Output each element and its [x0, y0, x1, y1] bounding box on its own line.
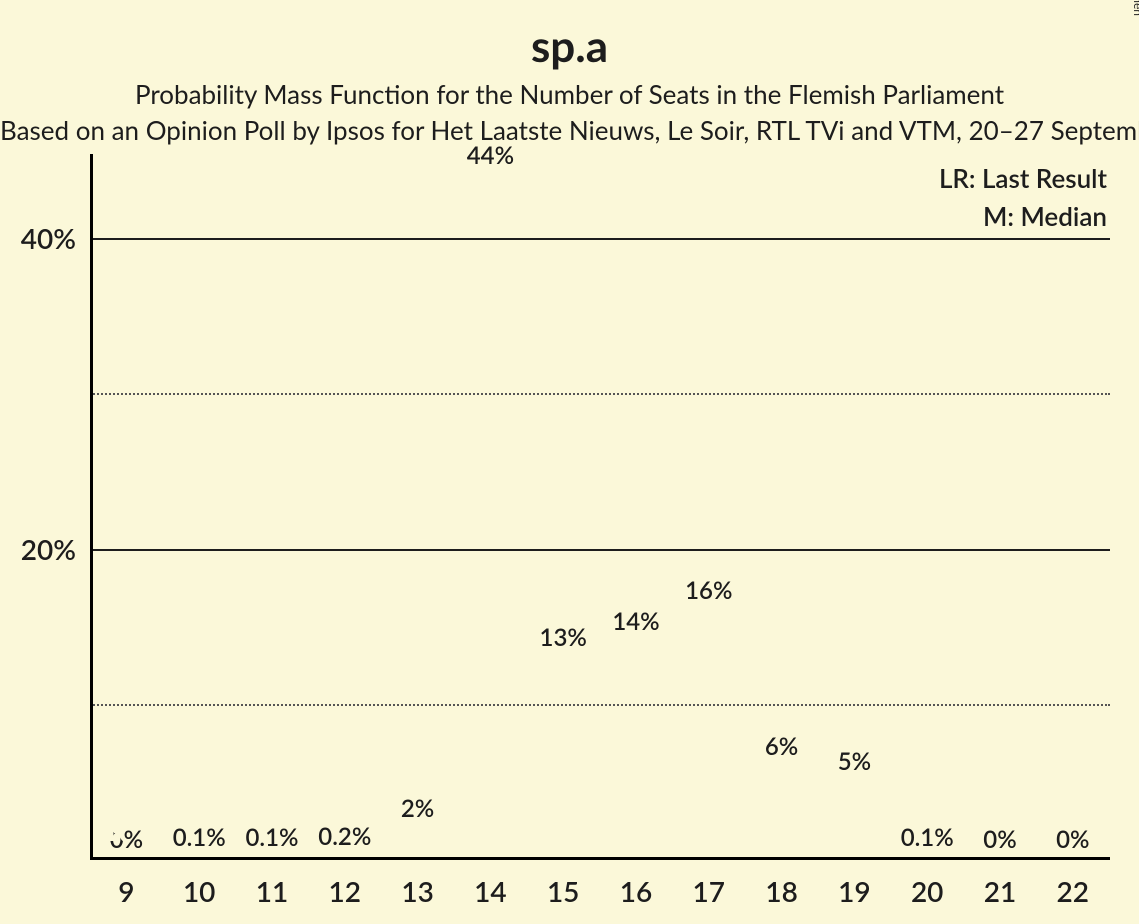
gridline-minor: [90, 704, 1110, 706]
chart-subtitle-1: Probability Mass Function for the Number…: [0, 78, 1139, 110]
bar-value-label: 0.1%: [163, 823, 236, 852]
x-tick-label: 9: [118, 860, 134, 908]
bar-value-label: 16%: [672, 576, 745, 605]
x-tick-label: 11: [256, 860, 288, 908]
bar-value-label: 44%: [454, 141, 527, 170]
bar-value-label: 0.2%: [308, 822, 381, 851]
x-tick-label: 20: [911, 860, 943, 908]
x-axis-line: [90, 857, 1110, 860]
credit-text: © 2018 Filip van Laenen: [1131, 0, 1139, 16]
page-root: © 2018 Filip van Laenen sp.a Probability…: [0, 0, 1139, 924]
y-tick-label: 20%: [21, 532, 90, 566]
bar-value-label: 14%: [600, 607, 673, 636]
gridline-major: [90, 238, 1110, 240]
x-tick-label: 15: [547, 860, 579, 908]
x-tick-label: 10: [183, 860, 215, 908]
bar-value-label: 2%: [381, 794, 454, 823]
x-tick-label: 16: [620, 860, 652, 908]
x-tick-label: 13: [401, 860, 433, 908]
chart-title: sp.a: [0, 20, 1139, 72]
x-tick-label: 18: [765, 860, 797, 908]
y-axis-line: [90, 154, 93, 860]
bar-value-label: 0%: [964, 825, 1037, 854]
x-tick-label: 22: [1057, 860, 1089, 908]
x-tick-label: 17: [693, 860, 725, 908]
chart-plot-area: 20%40%0%90.1%100.1%110.2%122%1344%14M13%…: [90, 160, 1110, 860]
chart-subtitle-2: Based on an Opinion Poll by Ipsos for He…: [0, 114, 1139, 146]
x-tick-label: 14: [474, 860, 506, 908]
bar-value-label: 0%: [1036, 825, 1109, 854]
x-tick-label: 19: [838, 860, 870, 908]
gridline-major: [90, 549, 1110, 551]
x-tick-label: 12: [329, 860, 361, 908]
x-tick-label: 21: [984, 860, 1016, 908]
bar-value-label: 13%: [527, 623, 600, 652]
bar-value-label: 0.1%: [891, 823, 964, 852]
gridline-minor: [90, 393, 1110, 395]
bar-value-label: 0.1%: [236, 823, 309, 852]
bar-value-label: 5%: [818, 747, 891, 776]
y-tick-label: 40%: [21, 221, 90, 255]
bar-value-label: 6%: [745, 732, 818, 761]
